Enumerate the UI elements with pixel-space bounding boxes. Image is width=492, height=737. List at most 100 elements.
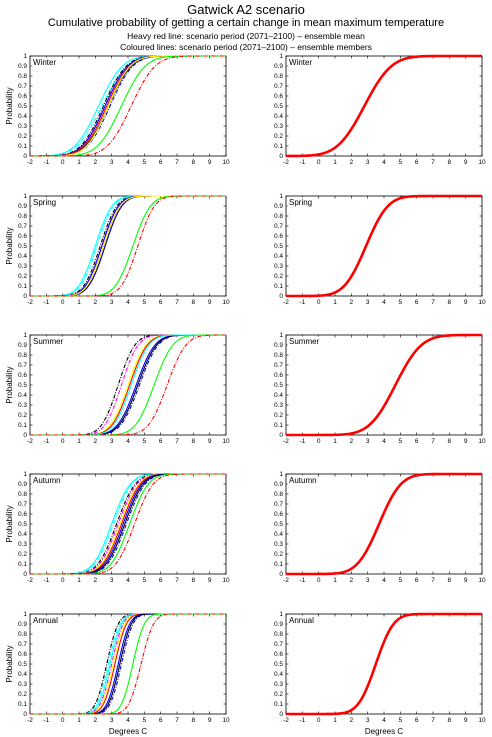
y-tick-label-spring-mean: 0.1 — [274, 283, 283, 290]
series-line-spring-members-8 — [30, 195, 226, 297]
y-tick-label-summer-mean: 0.4 — [274, 392, 283, 399]
x-tick-label-annual-mean: 4 — [382, 717, 386, 724]
x-tick-label-autumn-mean: 7 — [431, 577, 435, 584]
y-tick-label-winter-mean: 0.7 — [274, 83, 283, 90]
x-tick-label-summer-members: 3 — [110, 438, 114, 445]
y-tick-label-winter-members: 0.6 — [18, 93, 27, 100]
series-line-spring-members-7 — [30, 195, 226, 297]
series-line-spring-members-1 — [30, 195, 226, 297]
y-tick-label-winter-members: 0.7 — [18, 83, 27, 90]
y-tick-label-spring-members: 0.3 — [18, 263, 27, 270]
x-tick-label-autumn-members: 6 — [159, 577, 163, 584]
y-tick-label-annual-mean: 0.3 — [274, 681, 283, 688]
x-tick-label-autumn-members: 9 — [208, 577, 212, 584]
x-tick-label-summer-members: 9 — [208, 438, 212, 445]
x-tick-label-summer-members: 6 — [159, 438, 163, 445]
y-tick-label-summer-mean: 0.7 — [274, 362, 283, 369]
x-tick-label-autumn-mean: 10 — [478, 577, 486, 584]
y-tick-label-summer-members: 0.9 — [18, 342, 27, 349]
panel-label-autumn-members: Autumn — [33, 476, 61, 485]
y-tick-label-spring-members: 0.8 — [18, 213, 27, 220]
y-tick-label-summer-mean: 1 — [279, 332, 283, 339]
y-tick-label-autumn-mean: 1 — [279, 471, 283, 478]
y-tick-label-spring-members: 0.2 — [18, 273, 27, 280]
x-tick-label-autumn-members: 1 — [77, 577, 81, 584]
x-tick-label-spring-mean: -1 — [299, 299, 305, 306]
y-axis-label-autumn-members: Probability — [5, 505, 14, 542]
x-tick-label-annual-members: -2 — [27, 717, 33, 724]
x-tick-label-annual-mean: 7 — [431, 717, 435, 724]
y-tick-label-summer-mean: 0 — [279, 432, 283, 439]
panel-label-annual-members: Annual — [33, 616, 58, 625]
x-tick-label-autumn-mean: 9 — [464, 577, 468, 584]
x-tick-label-annual-mean: 10 — [478, 717, 486, 724]
x-tick-label-autumn-mean: -2 — [283, 577, 289, 584]
x-tick-label-winter-members: 4 — [126, 159, 130, 166]
y-axis-label-summer-members: Probability — [5, 366, 14, 403]
x-tick-label-summer-mean: 9 — [464, 438, 468, 445]
y-tick-label-annual-mean: 1 — [279, 611, 283, 618]
x-tick-label-spring-members: 2 — [94, 299, 98, 306]
x-tick-label-winter-mean: 5 — [399, 159, 403, 166]
x-tick-label-autumn-mean: 3 — [366, 577, 370, 584]
series-line-annual-members-10 — [30, 613, 226, 715]
panel-label-winter-mean: Winter — [289, 58, 312, 67]
series-line-spring-members-10 — [30, 195, 226, 297]
series-line-autumn-members-10 — [30, 473, 226, 575]
x-tick-label-winter-members: 8 — [192, 159, 196, 166]
panel-label-bg-autumn-members — [31, 475, 63, 486]
x-tick-label-spring-members: -1 — [43, 299, 49, 306]
x-tick-label-winter-mean: 4 — [382, 159, 386, 166]
x-tick-label-autumn-members: 5 — [143, 577, 147, 584]
x-tick-label-annual-mean: 2 — [350, 717, 354, 724]
y-tick-label-summer-members: 1 — [23, 332, 27, 339]
series-line-winter-members-6 — [30, 55, 226, 157]
y-axis-label-annual-members: Probability — [5, 645, 14, 682]
y-axis-label-winter-members: Probability — [5, 87, 14, 124]
x-tick-label-autumn-mean: 0 — [317, 577, 321, 584]
y-tick-label-winter-mean: 0.8 — [274, 73, 283, 80]
y-tick-label-summer-members: 0.4 — [18, 392, 27, 399]
x-tick-label-summer-mean: 2 — [350, 438, 354, 445]
x-tick-label-summer-mean: 8 — [448, 438, 452, 445]
x-tick-label-summer-members: 10 — [222, 438, 230, 445]
y-tick-label-annual-mean: 0.5 — [274, 661, 283, 668]
y-tick-label-autumn-mean: 0 — [279, 571, 283, 578]
y-tick-label-autumn-mean: 0.5 — [274, 521, 283, 528]
series-line-spring-members-9 — [30, 195, 226, 297]
x-tick-label-summer-mean: 0 — [317, 438, 321, 445]
panel-label-autumn-mean: Autumn — [289, 476, 317, 485]
y-tick-label-winter-members: 0.4 — [18, 113, 27, 120]
x-tick-label-spring-members: -2 — [27, 299, 33, 306]
y-tick-label-autumn-members: 0.1 — [18, 561, 27, 568]
x-tick-label-spring-mean: 0 — [317, 299, 321, 306]
x-tick-label-annual-members: 4 — [126, 717, 130, 724]
x-tick-label-annual-mean: 3 — [366, 717, 370, 724]
y-tick-label-annual-mean: 0.2 — [274, 691, 283, 698]
y-tick-label-annual-members: 0.1 — [18, 701, 27, 708]
y-tick-label-annual-members: 0.7 — [18, 641, 27, 648]
x-tick-label-annual-members: -1 — [43, 717, 49, 724]
y-tick-label-annual-mean: 0.9 — [274, 621, 283, 628]
x-tick-label-spring-members: 0 — [61, 299, 65, 306]
x-tick-label-winter-mean: 2 — [350, 159, 354, 166]
y-tick-label-spring-mean: 0.9 — [274, 203, 283, 210]
y-tick-label-winter-members: 0.3 — [18, 123, 27, 130]
x-tick-label-winter-mean: 1 — [333, 159, 337, 166]
x-tick-label-annual-mean: 5 — [399, 717, 403, 724]
x-tick-label-summer-members: 5 — [143, 438, 147, 445]
x-tick-label-annual-mean: 9 — [464, 717, 468, 724]
series-line-summer-mean-0 — [286, 333, 482, 437]
y-tick-label-spring-mean: 0.3 — [274, 263, 283, 270]
x-tick-label-annual-members: 9 — [208, 717, 212, 724]
x-tick-label-annual-mean: 1 — [333, 717, 337, 724]
x-tick-label-autumn-members: 0 — [61, 577, 65, 584]
x-tick-label-winter-mean: 10 — [478, 159, 486, 166]
y-tick-label-spring-mean: 0.2 — [274, 273, 283, 280]
x-tick-label-autumn-mean: 1 — [333, 577, 337, 584]
y-tick-label-spring-members: 0 — [23, 293, 27, 300]
y-tick-label-annual-mean: 0.7 — [274, 641, 283, 648]
x-tick-label-winter-members: 3 — [110, 159, 114, 166]
x-tick-label-winter-mean: 9 — [464, 159, 468, 166]
panel-label-summer-mean: Summer — [289, 337, 320, 346]
